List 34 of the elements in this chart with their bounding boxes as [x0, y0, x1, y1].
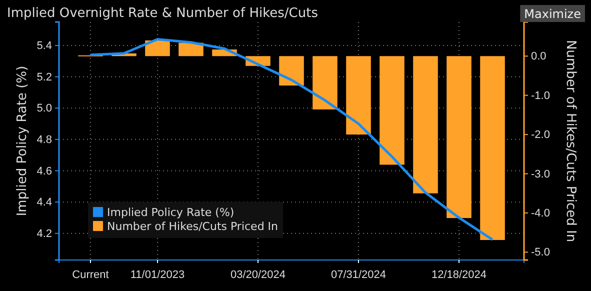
bar [413, 56, 438, 194]
bar [480, 56, 505, 240]
y-tick-label: 4.6 [36, 165, 52, 178]
bar [145, 40, 170, 56]
x-tick-label: 07/31/2024 [330, 269, 386, 282]
x-tick-label: 03/20/2024 [230, 269, 286, 282]
y-tick-label: 5.4 [36, 40, 52, 52]
bar [380, 56, 404, 165]
maximize-button: Maximize [520, 5, 585, 22]
y2-tick-label: -4.0 [531, 207, 550, 220]
y2-tick-label: -2.0 [531, 129, 550, 142]
x-tick-label: 11/01/2023 [130, 269, 185, 282]
legend-label: Implied Policy Rate (%) [107, 206, 234, 219]
line-series [89, 38, 494, 241]
bar [312, 56, 338, 110]
y2-tick-label: -3.0 [531, 168, 550, 180]
bar [346, 56, 371, 135]
x-tick-label: 12/18/2024 [431, 269, 487, 282]
y2-axis-title: Number of Hikes/Cuts Priced In [563, 40, 578, 242]
y-tick-label: 4.8 [36, 134, 52, 146]
y2-tick-label: -1.0 [531, 90, 550, 102]
bar [178, 42, 204, 56]
y-tick-label: 5.2 [36, 71, 52, 84]
y-tick-label: 4.2 [36, 228, 52, 240]
y-tick-label: 4.4 [36, 196, 52, 209]
x-tick-label: Current [72, 269, 109, 282]
legend-label: Number of Hikes/Cuts Priced In [107, 220, 278, 233]
y-tick-label: 5.0 [36, 102, 52, 115]
chart-title: Implied Overnight Rate & Number of Hikes/Cuts [7, 6, 318, 21]
bar [279, 56, 304, 86]
y2-tick-label: 0.0 [531, 50, 546, 63]
y-axis-title: Implied Policy Rate (%) [15, 66, 30, 216]
y2-tick-label: -5.0 [531, 246, 550, 259]
bar [446, 56, 472, 218]
